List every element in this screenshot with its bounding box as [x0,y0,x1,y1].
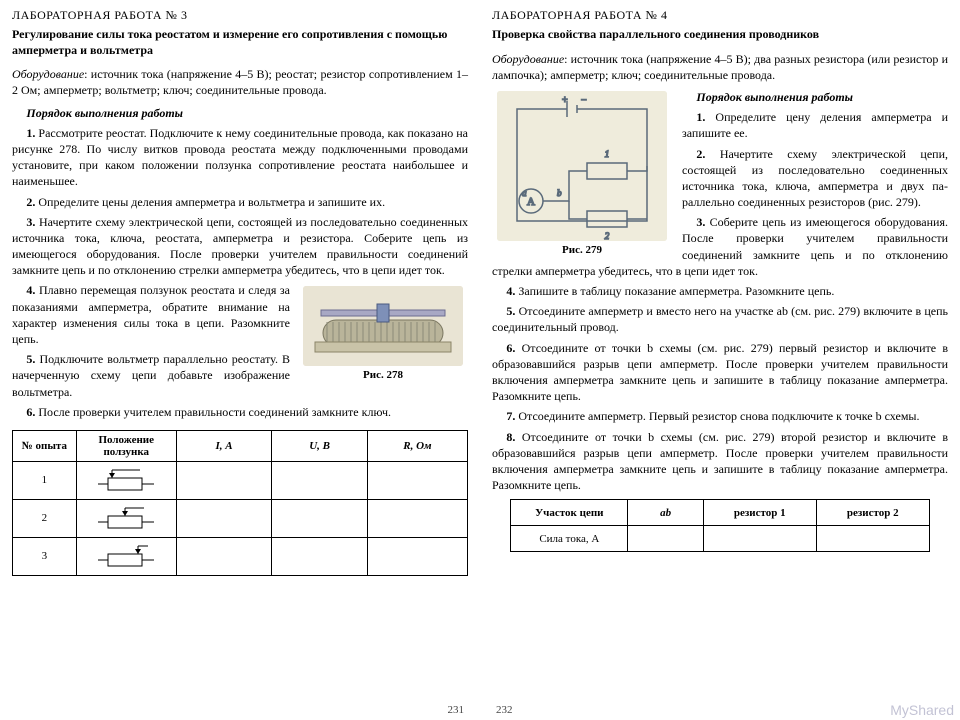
svg-text:+: + [562,95,568,106]
circuit-icon: A a b 1 2 + − [497,91,667,241]
th-r2: резистор 2 [816,500,929,526]
th-U: U, В [272,430,368,461]
table-row: Участок цепи ab резистор 1 резистор 2 [511,500,930,526]
watermark: MyShared [890,702,954,718]
slider-left-icon [96,466,156,492]
lab-title-4: Проверка свойства параллельного соединен… [492,27,948,43]
th-ab: ab [628,500,703,526]
lab-label-3: ЛАБОРАТОРНАЯ РАБОТА № 3 [12,8,468,23]
table-lab4: Участок цепи ab резистор 1 резистор 2 Си… [510,499,930,552]
svg-text:b: b [557,188,562,198]
fig-caption-279: Рис. 279 [492,244,672,256]
table-row: 1 [13,461,468,499]
svg-text:a: a [522,188,527,198]
equip-label-3: Оборудование [12,67,84,81]
equipment-3: Оборудование: источник тока (напряжение … [12,66,468,98]
step-3-6: 6. После проверки учителем правиль­ности… [12,404,468,420]
step-4-6: 6. Отсоедините от точки b схемы (см. рис… [492,340,948,405]
step-3-1: 1. Рассмотрите реостат. Подключите к нем… [12,125,468,190]
th-I: I, А [176,430,272,461]
svg-text:−: − [581,95,587,106]
step-3-3: 3. Начертите схему электрической цепи, с… [12,214,468,279]
th-slider: Положение ползунка [76,430,176,461]
fig-caption-278: Рис. 278 [298,369,468,381]
page-right: ЛАБОРАТОРНАЯ РАБОТА № 4 Проверка свойств… [480,0,960,720]
rheostat-icon [303,286,463,366]
equipment-4: Оборудование: источник тока (напряжение … [492,51,948,83]
order-head-3: Порядок выполнения работы [12,105,468,121]
svg-text:1: 1 [605,149,610,159]
th-R: R, Ом [367,430,467,461]
svg-text:2: 2 [605,231,610,241]
step-4-5: 5. Отсоедините амперметр и вместо него н… [492,303,948,335]
slider-mid-icon [96,504,156,530]
step-4-7: 7. Отсоедините амперметр. Первый резисто… [492,408,948,424]
equip-label-4: Оборудование [492,52,564,66]
page-number-231: 231 [448,704,465,716]
slider-right-icon [96,542,156,568]
step-3-2: 2. Определите цены деления амперметра и … [12,194,468,210]
step-4-4: 4. Запишите в таблицу показание ампер­ме… [492,283,948,299]
table-lab3: № опыта Положение ползунка I, А U, В R, … [12,430,468,576]
lab-label-4: ЛАБОРАТОРНАЯ РАБОТА № 4 [492,8,948,23]
th-section: Участок цепи [511,500,628,526]
table-row: 3 [13,537,468,575]
svg-text:A: A [527,196,535,208]
table-row: № опыта Положение ползунка I, А U, В R, … [13,430,468,461]
step-4-8: 8. Отсоедините от точки b схемы (см. рис… [492,429,948,494]
table-row: 2 [13,499,468,537]
th-opyt: № опыта [13,430,77,461]
figure-279: A a b 1 2 + − Рис. 279 [492,91,672,256]
page-left: ЛАБОРАТОРНАЯ РАБОТА № 3 Регулирование си… [0,0,480,720]
table-row: Сила тока, А [511,526,930,552]
page-number-232: 232 [496,704,513,716]
th-r1: резистор 1 [703,500,816,526]
lab-title-3: Регулирование силы тока реостатом и изме… [12,27,468,58]
figure-278: Рис. 278 [298,286,468,381]
